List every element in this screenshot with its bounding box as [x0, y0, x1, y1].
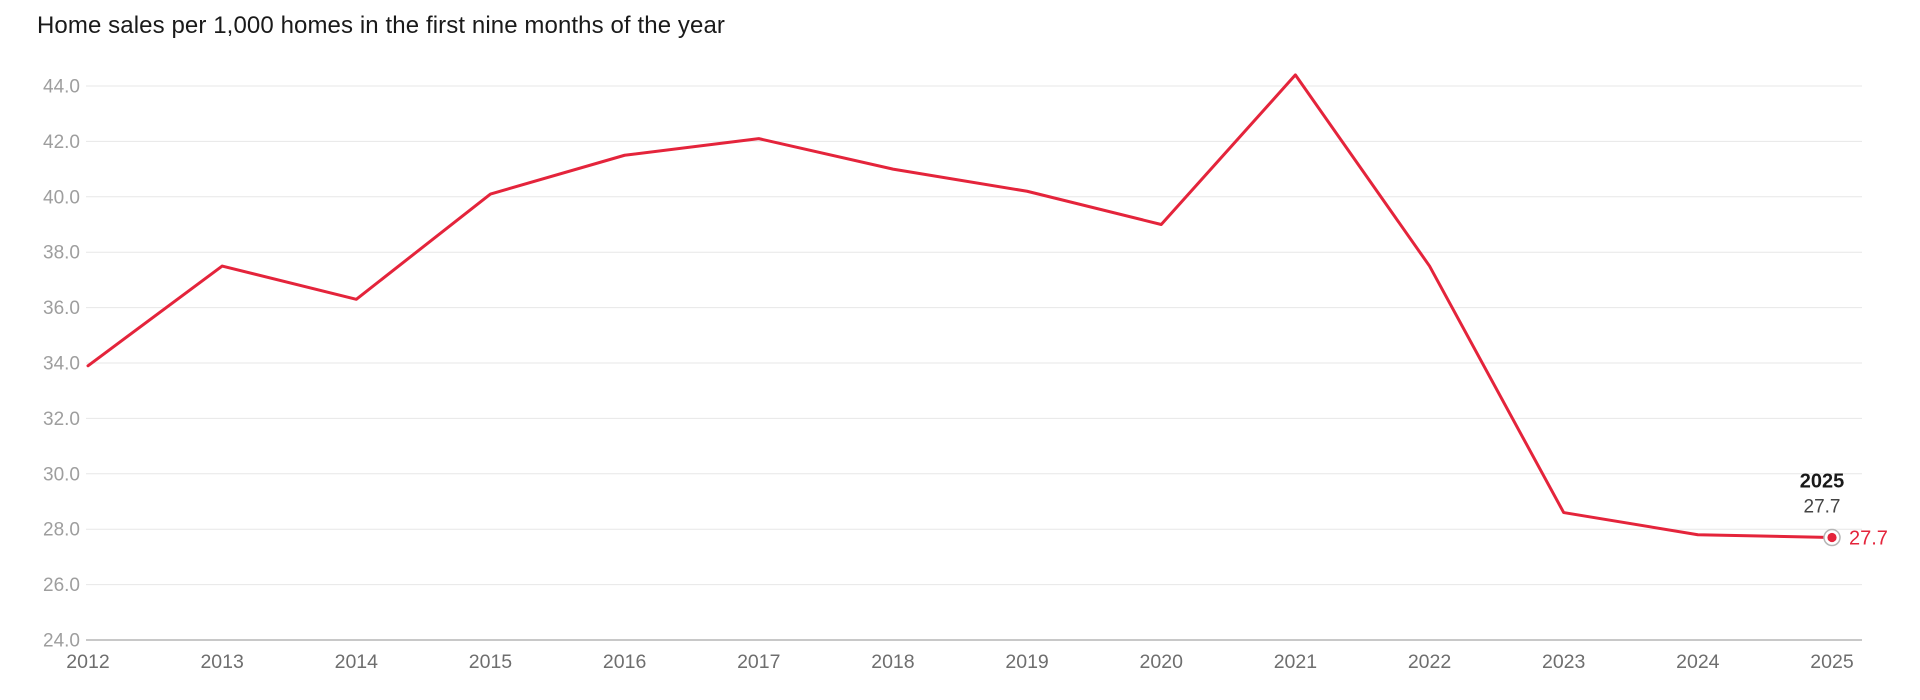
- x-tick-label: 2021: [1274, 651, 1317, 673]
- y-tick-label: 38.0: [43, 243, 80, 264]
- x-tick-label: 2017: [737, 651, 780, 673]
- y-tick-label: 42.0: [43, 132, 80, 153]
- y-tick-label: 24.0: [43, 631, 80, 652]
- y-tick-label: 44.0: [43, 77, 80, 98]
- x-tick-label: 2014: [335, 651, 379, 673]
- y-tick-label: 32.0: [43, 409, 80, 430]
- x-axis-labels: 2012 2013 2014 2015 2016 2017 2018 2019 2020 2021…: [66, 651, 1854, 673]
- y-tick-label: 26.0: [43, 575, 80, 596]
- x-tick-label: 2019: [1005, 651, 1048, 673]
- endpoint-value-label: 27.7: [1849, 528, 1888, 550]
- endpoint-marker[interactable]: [1827, 532, 1837, 543]
- x-tick-label: 2024: [1676, 651, 1720, 673]
- y-tick-label: 30.0: [43, 464, 80, 485]
- x-tick-label: 2022: [1408, 651, 1451, 673]
- x-tick-label: 2023: [1542, 651, 1585, 673]
- y-tick-label: 28.0: [43, 520, 80, 541]
- x-tick-label: 2018: [871, 651, 914, 673]
- x-tick-label: 2016: [603, 651, 646, 673]
- x-tick-label: 2013: [200, 651, 243, 673]
- annotation-value-label: 27.7: [1804, 497, 1841, 518]
- y-grid: 24.0 26.0 28.0 30.0 32.0 34.0 36.0 38.0 40.0 42.0…: [43, 77, 1862, 652]
- x-tick-label: 2015: [469, 651, 513, 673]
- y-tick-label: 36.0: [43, 298, 80, 319]
- chart-title: Home sales per 1,000 homes in the first …: [37, 12, 725, 39]
- x-tick-label: 2025: [1810, 651, 1854, 673]
- x-tick-label: 2012: [66, 651, 109, 673]
- x-tick-label: 2020: [1140, 651, 1184, 673]
- y-tick-label: 34.0: [43, 354, 80, 375]
- annotation-year-label: 2025: [1800, 471, 1845, 493]
- series-line: [86, 73, 1834, 540]
- y-tick-label: 40.0: [43, 187, 80, 208]
